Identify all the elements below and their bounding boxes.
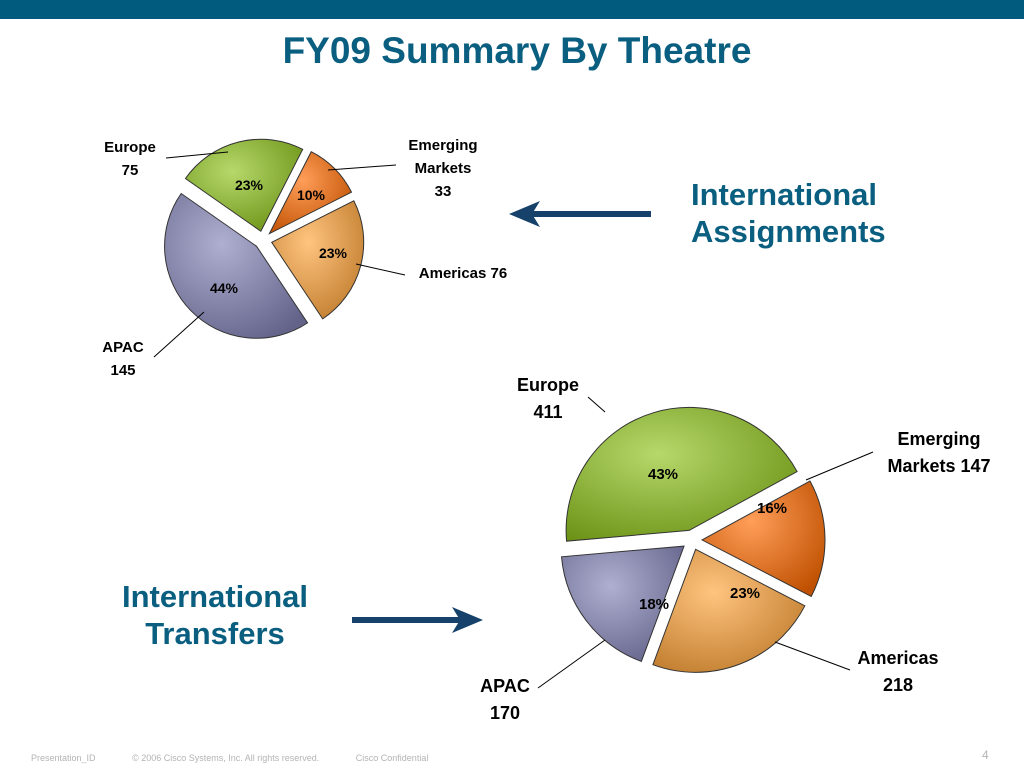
transfers-label-line-2: Transfers (145, 616, 285, 651)
international-assignments-label: International Assignments (691, 176, 886, 250)
slice-label-europe: Europe 411 (517, 375, 579, 422)
footer: Presentation_ID © 2006 Cisco Systems, In… (31, 753, 462, 763)
transfers-label-line-1: International (121, 579, 308, 614)
slice-percent-europe: 43% (648, 466, 678, 483)
page-number: 4 (982, 748, 989, 762)
pie-slice-emerging (700, 480, 826, 598)
slice-percent-americas: 23% (730, 585, 760, 602)
leader-line-emerging (327, 164, 397, 171)
pie-slice-americas (270, 200, 365, 320)
leader-line-americas (774, 641, 851, 671)
slice-label-apac: APAC 170 (480, 676, 530, 723)
leader-line-apac (537, 639, 606, 689)
confidential-notice: Cisco Confidential (355, 753, 429, 763)
slice-percent-emerging: 10% (297, 187, 326, 203)
transfers-pie-chart: 43% Europe 411 16% Emerging Markets 147 23% Ame… (480, 375, 990, 723)
arrows (352, 201, 651, 633)
top-banner (0, 0, 1024, 19)
assignments-pie-chart: 23% Europe 75 10% Emerging Markets 33 23% Americ… (102, 137, 507, 379)
pie-slice-americas (652, 548, 806, 673)
left-arrow-head (509, 201, 540, 227)
slice-percent-americas: 23% (319, 245, 348, 261)
pie-slice-emerging (268, 151, 353, 235)
slice-percent-europe: 23% (235, 177, 264, 193)
slice-percent-emerging: 16% (757, 500, 787, 517)
pie-slice-apac (560, 545, 685, 663)
slide-title: FY09 Summary By Theatre (282, 30, 752, 71)
leader-line-europe (165, 151, 229, 159)
assignments-label-line-2: Assignments (691, 214, 886, 249)
slice-label-americas: Americas 218 (857, 648, 938, 695)
pie-slice-europe (184, 138, 304, 233)
slice-label-emerging: Emerging Markets 33 (408, 137, 477, 200)
copyright-notice: © 2006 Cisco Systems, Inc. All rights re… (132, 753, 320, 763)
leader-line-americas (355, 263, 406, 276)
slice-label-americas: Americas 76 (419, 265, 507, 282)
presentation-id: Presentation_ID (31, 753, 96, 763)
slice-percent-apac: 44% (210, 280, 239, 296)
slice-label-europe: Europe 75 (104, 139, 156, 179)
leader-line-europe (587, 396, 606, 413)
pie-slice-apac (164, 192, 309, 339)
leader-line-apac (153, 311, 205, 358)
leader-line-emerging (805, 451, 874, 481)
slice-label-apac: APAC 145 (102, 339, 144, 379)
international-transfers-label: International Transfers (100, 578, 330, 652)
slice-label-emerging: Emerging Markets 147 (887, 429, 990, 476)
assignments-label-line-1: International (691, 177, 878, 212)
right-arrow-head (452, 607, 483, 633)
pie-slice-europe (565, 407, 798, 542)
slice-percent-apac: 18% (639, 596, 669, 613)
